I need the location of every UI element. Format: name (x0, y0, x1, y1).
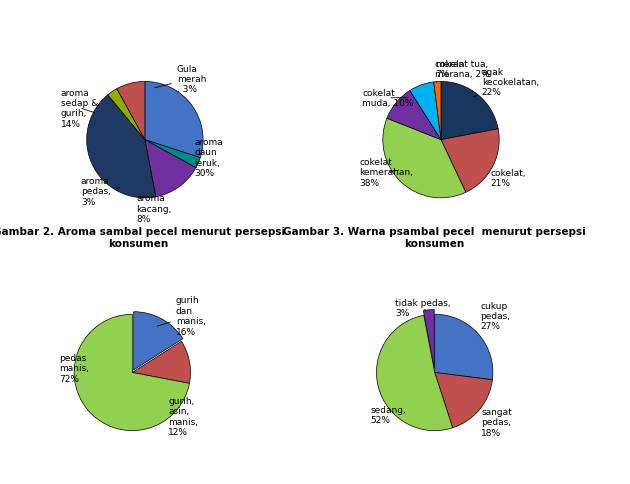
Text: gurih
dan
manis,
16%: gurih dan manis, 16% (157, 296, 206, 336)
Text: aroma
pedas,
3%: aroma pedas, 3% (81, 177, 120, 206)
Text: sangat
pedas,
18%: sangat pedas, 18% (481, 407, 512, 437)
Text: Gula
merah
, 3%: Gula merah , 3% (154, 64, 206, 94)
Wedge shape (134, 312, 183, 370)
Text: cokelat
muda, 10%: cokelat muda, 10% (362, 89, 414, 108)
Wedge shape (423, 310, 434, 368)
Text: aroma
kacang,
8%: aroma kacang, 8% (136, 194, 171, 224)
Wedge shape (383, 119, 466, 198)
Text: pedas
manis,
72%: pedas manis, 72% (60, 353, 89, 383)
Text: aroma
daun
jeruk,
30%: aroma daun jeruk, 30% (195, 138, 223, 178)
Text: konsumen: konsumen (108, 239, 169, 249)
Wedge shape (108, 90, 145, 140)
Wedge shape (117, 82, 145, 140)
Text: Gambar 3. Warna psambal pecel  menurut persepsi: Gambar 3. Warna psambal pecel menurut pe… (284, 227, 586, 237)
Wedge shape (377, 316, 453, 431)
Wedge shape (87, 96, 156, 198)
Text: cukup
pedas,
27%: cukup pedas, 27% (480, 301, 510, 331)
Wedge shape (132, 342, 190, 383)
Text: cokelat,
21%: cokelat, 21% (491, 168, 526, 188)
Wedge shape (145, 140, 200, 168)
Text: cokelat
kemerahan,
38%: cokelat kemerahan, 38% (360, 157, 413, 187)
Wedge shape (387, 91, 441, 140)
Wedge shape (441, 82, 498, 140)
Text: agak
kecokelatan,
22%: agak kecokelatan, 22% (474, 67, 539, 97)
Wedge shape (435, 373, 493, 428)
Wedge shape (435, 315, 493, 380)
Text: gurih,
asin,
manis,
12%: gurih, asin, manis, 12% (168, 396, 198, 436)
Text: Gambar 2. Aroma sambal pecel menurut persepsi: Gambar 2. Aroma sambal pecel menurut per… (0, 227, 285, 237)
Wedge shape (433, 82, 441, 140)
Wedge shape (145, 140, 196, 197)
Wedge shape (145, 82, 203, 158)
Text: sedang,
52%: sedang, 52% (370, 405, 406, 424)
Wedge shape (74, 315, 190, 431)
Text: meran
merana, 2%: meran merana, 2% (435, 60, 490, 85)
Text: konsumen: konsumen (404, 239, 465, 249)
Wedge shape (441, 130, 499, 193)
Text: cokelat tua,
7%: cokelat tua, 7% (435, 60, 488, 83)
Wedge shape (410, 83, 441, 140)
Text: aroma
sedap &
gurih,
14%: aroma sedap & gurih, 14% (60, 89, 98, 128)
Text: tidak pedas,
3%: tidak pedas, 3% (395, 298, 450, 318)
